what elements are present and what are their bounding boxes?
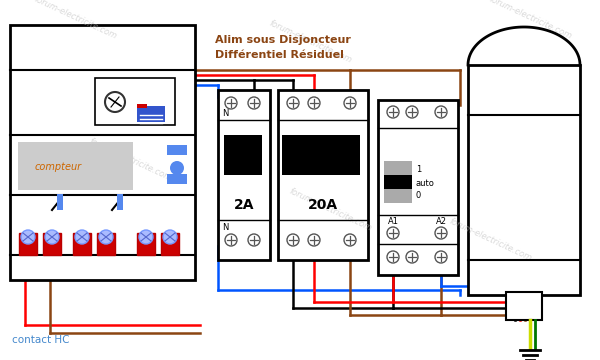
Text: forum-electricite.com: forum-electricite.com bbox=[267, 19, 353, 65]
Bar bbox=[10, 25, 195, 280]
Bar bbox=[43, 233, 61, 255]
Circle shape bbox=[170, 161, 184, 175]
Circle shape bbox=[435, 227, 447, 239]
Text: forum-electricite.com: forum-electricite.com bbox=[32, 0, 118, 41]
Circle shape bbox=[406, 106, 418, 118]
Text: compteur: compteur bbox=[35, 162, 82, 172]
Bar bbox=[95, 78, 175, 125]
Text: N: N bbox=[222, 109, 228, 118]
Bar bbox=[224, 135, 262, 175]
Circle shape bbox=[248, 97, 260, 109]
Circle shape bbox=[75, 230, 89, 244]
Text: Différentiel Résiduel: Différentiel Résiduel bbox=[215, 50, 344, 60]
Bar bbox=[137, 106, 165, 122]
Text: 2A: 2A bbox=[234, 198, 254, 212]
Bar bbox=[137, 104, 147, 108]
Text: auto: auto bbox=[416, 179, 435, 188]
Text: 0: 0 bbox=[416, 192, 421, 201]
Text: N: N bbox=[222, 224, 228, 233]
Circle shape bbox=[435, 251, 447, 263]
Bar bbox=[278, 90, 368, 260]
Text: contact HC: contact HC bbox=[12, 335, 70, 345]
Circle shape bbox=[139, 230, 153, 244]
Circle shape bbox=[435, 106, 447, 118]
Circle shape bbox=[105, 92, 125, 112]
Bar bbox=[18, 142, 133, 190]
Bar bbox=[167, 174, 187, 184]
Text: 20A: 20A bbox=[308, 198, 338, 212]
Circle shape bbox=[344, 97, 356, 109]
Circle shape bbox=[248, 234, 260, 246]
Bar bbox=[506, 292, 542, 320]
Bar bbox=[117, 194, 123, 210]
Bar bbox=[468, 65, 580, 295]
Circle shape bbox=[387, 106, 399, 118]
Circle shape bbox=[225, 234, 237, 246]
Text: forum-electricite.com: forum-electricite.com bbox=[87, 137, 173, 183]
Bar bbox=[19, 233, 37, 255]
Bar bbox=[57, 194, 63, 210]
Bar bbox=[137, 233, 155, 255]
Text: forum-electricite.com: forum-electricite.com bbox=[447, 217, 533, 263]
Bar bbox=[384, 189, 412, 203]
Circle shape bbox=[163, 230, 177, 244]
Circle shape bbox=[21, 230, 35, 244]
Bar bbox=[73, 233, 91, 255]
Bar bbox=[218, 90, 270, 260]
Bar bbox=[282, 135, 360, 175]
Circle shape bbox=[387, 227, 399, 239]
Bar bbox=[97, 233, 115, 255]
Bar bbox=[167, 145, 187, 155]
Circle shape bbox=[406, 251, 418, 263]
Text: Alim sous Disjoncteur: Alim sous Disjoncteur bbox=[215, 35, 351, 45]
Bar bbox=[384, 175, 412, 189]
Text: A1: A1 bbox=[388, 217, 398, 226]
Circle shape bbox=[344, 234, 356, 246]
Circle shape bbox=[308, 97, 320, 109]
Circle shape bbox=[225, 97, 237, 109]
Circle shape bbox=[308, 234, 320, 246]
Text: forum-electricite.com: forum-electricite.com bbox=[287, 187, 373, 233]
Bar bbox=[378, 100, 458, 275]
Circle shape bbox=[99, 230, 113, 244]
Circle shape bbox=[45, 230, 59, 244]
Text: forum-electricite.com: forum-electricite.com bbox=[487, 0, 573, 41]
Circle shape bbox=[287, 97, 299, 109]
Circle shape bbox=[387, 251, 399, 263]
Bar bbox=[161, 233, 179, 255]
Text: A2: A2 bbox=[436, 217, 446, 226]
Text: 1: 1 bbox=[416, 166, 421, 175]
Bar bbox=[384, 161, 412, 175]
Circle shape bbox=[287, 234, 299, 246]
